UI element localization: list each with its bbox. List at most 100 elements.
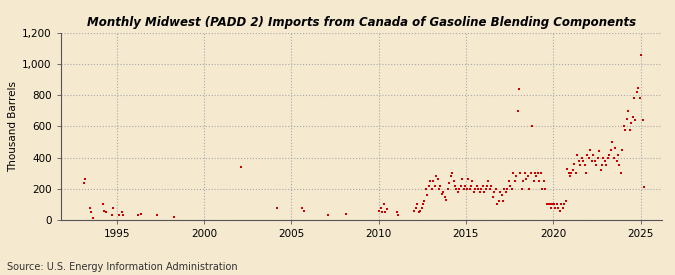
Point [451,187,462,191]
Point [585,148,596,152]
Point [448,179,459,183]
Point [504,179,514,183]
Point [597,163,608,168]
Point [502,187,513,191]
Point [410,205,421,210]
Point [524,187,535,191]
Point [541,202,552,207]
Point [506,187,517,191]
Point [492,202,503,207]
Point [477,183,488,188]
Point [467,179,478,183]
Point [530,171,541,175]
Point [601,163,612,168]
Text: Source: U.S. Energy Information Administration: Source: U.S. Energy Information Administ… [7,262,238,272]
Point [526,124,537,129]
Point [579,163,590,168]
Point [377,210,387,214]
Point [106,213,117,218]
Point [298,208,309,213]
Point [562,166,572,171]
Point [272,205,283,210]
Point [595,168,606,172]
Point [636,53,647,57]
Point [433,187,444,191]
Point [481,183,492,188]
Point [452,190,463,194]
Point [582,152,593,157]
Point [461,187,472,191]
Point [418,202,429,207]
Point [429,183,440,188]
Point [604,152,615,157]
Point [86,210,97,214]
Point [116,210,127,214]
Point [485,187,495,191]
Point [409,208,420,213]
Point [602,155,613,160]
Point [599,159,610,163]
Point [378,202,389,207]
Point [501,190,512,194]
Point [374,208,385,213]
Point [525,171,536,175]
Point [413,210,424,214]
Point [592,155,603,160]
Point [522,174,533,178]
Point [623,109,634,113]
Point [468,190,479,194]
Point [466,183,477,188]
Point [84,205,95,210]
Point [589,159,600,163]
Point [551,202,562,207]
Point [624,127,635,132]
Point [87,216,98,221]
Point [169,215,180,219]
Point [470,187,481,191]
Point [535,171,546,175]
Point [493,199,504,204]
Point [610,146,620,150]
Point [630,118,641,122]
Point [637,118,648,122]
Point [550,205,561,210]
Point [537,187,547,191]
Point [483,179,494,183]
Point [620,127,630,132]
Point [476,187,487,191]
Point [441,197,452,202]
Point [443,180,454,185]
Point [516,187,527,191]
Point [547,202,558,207]
Point [580,171,591,175]
Point [549,202,560,207]
Point [583,155,594,160]
Point [78,180,89,185]
Point [392,210,402,214]
Point [101,210,111,214]
Point [608,155,619,160]
Point [454,187,465,191]
Point [423,183,434,188]
Point [132,213,143,218]
Point [514,87,524,91]
Point [323,213,333,218]
Point [435,183,446,188]
Point [573,159,584,163]
Point [545,205,556,210]
Point [574,163,585,168]
Point [505,183,516,188]
Point [99,208,109,213]
Point [531,174,542,178]
Point [438,190,449,194]
Point [117,213,128,218]
Point [633,85,644,90]
Point [563,171,574,175]
Point [412,202,423,207]
Point [594,149,605,154]
Point [486,183,497,188]
Point [464,187,475,191]
Point [564,174,575,178]
Point [611,159,622,163]
Point [462,177,473,182]
